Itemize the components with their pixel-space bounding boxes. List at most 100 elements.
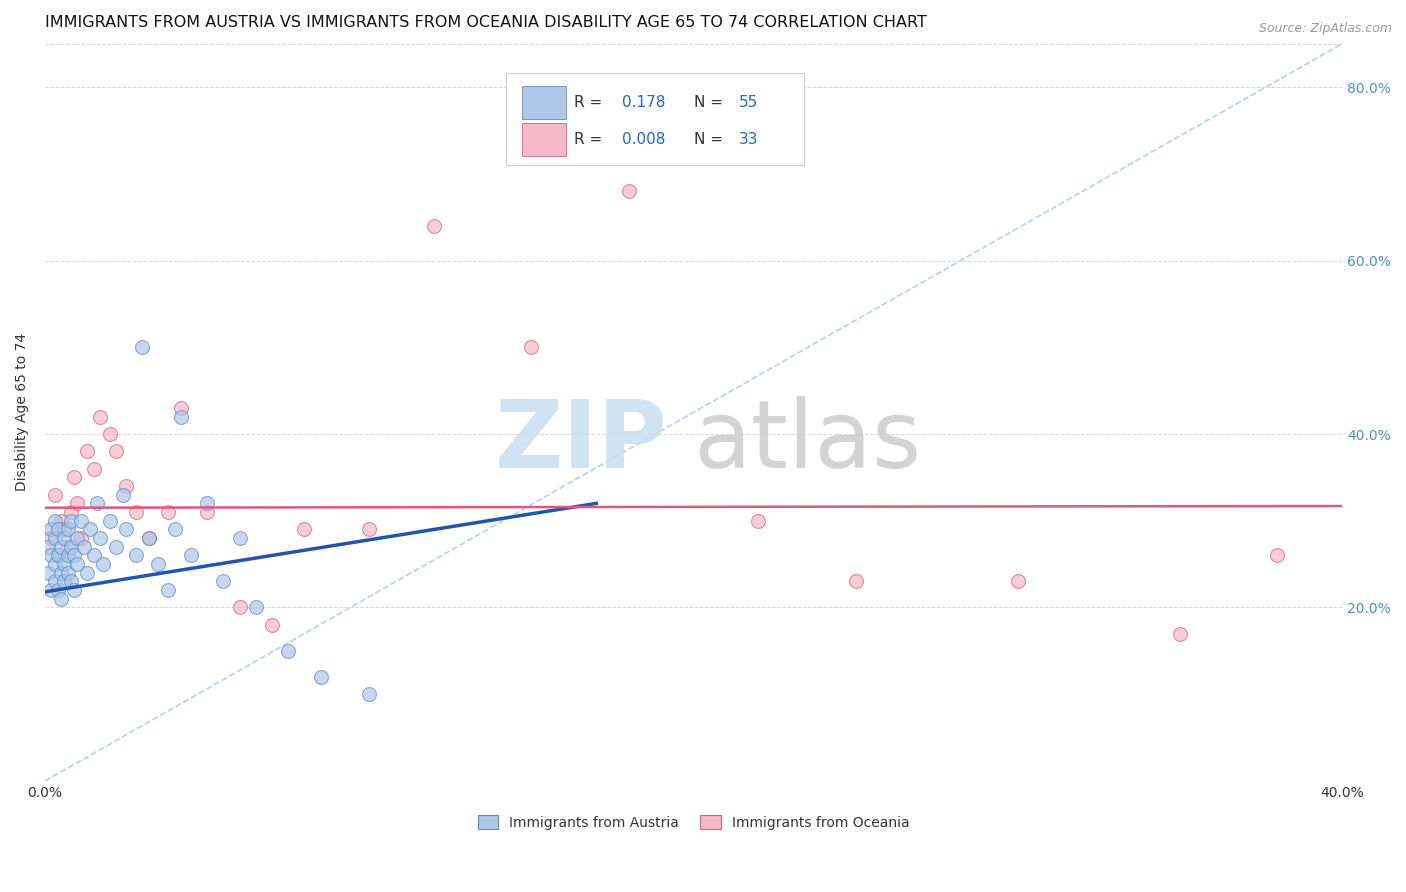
Point	[41, 531, 63, 545]
Point	[46, 549, 69, 563]
Point	[359, 687, 381, 701]
Point	[212, 574, 235, 589]
Point	[157, 505, 180, 519]
Point	[46, 523, 69, 537]
Point	[66, 531, 89, 545]
Point	[76, 566, 98, 580]
Point	[260, 617, 283, 632]
Point	[845, 574, 868, 589]
Point	[37, 540, 59, 554]
Point	[115, 523, 138, 537]
Point	[79, 523, 101, 537]
Point	[76, 444, 98, 458]
Point	[98, 514, 121, 528]
Point	[44, 488, 66, 502]
Text: R =: R =	[574, 132, 607, 147]
Text: 0.008: 0.008	[623, 132, 665, 147]
Point	[53, 523, 76, 537]
Point	[131, 340, 153, 354]
Point	[41, 523, 63, 537]
Point	[51, 514, 73, 528]
Point	[83, 461, 105, 475]
Point	[44, 514, 66, 528]
Text: atlas: atlas	[693, 396, 922, 488]
Point	[89, 409, 111, 424]
Point	[148, 557, 170, 571]
FancyBboxPatch shape	[523, 87, 567, 119]
Point	[245, 600, 267, 615]
Point	[63, 549, 86, 563]
Y-axis label: Disability Age 65 to 74: Disability Age 65 to 74	[15, 334, 30, 491]
Point	[59, 574, 82, 589]
Point	[56, 523, 79, 537]
FancyBboxPatch shape	[523, 123, 567, 156]
Point	[105, 540, 128, 554]
Point	[41, 583, 63, 598]
Point	[138, 531, 160, 545]
Point	[86, 496, 108, 510]
Point	[69, 531, 91, 545]
FancyBboxPatch shape	[506, 73, 804, 165]
Point	[46, 583, 69, 598]
Text: R =: R =	[574, 95, 607, 110]
Text: 0.178: 0.178	[623, 95, 665, 110]
Point	[51, 591, 73, 606]
Point	[56, 540, 79, 554]
Point	[111, 488, 134, 502]
Point	[44, 531, 66, 545]
Text: N =: N =	[693, 95, 727, 110]
Point	[37, 566, 59, 580]
Point	[66, 496, 89, 510]
Point	[1267, 549, 1289, 563]
Point	[163, 523, 186, 537]
Point	[66, 557, 89, 571]
Point	[170, 401, 193, 415]
Point	[93, 557, 115, 571]
Point	[157, 583, 180, 598]
Text: 33: 33	[740, 132, 758, 147]
Point	[46, 549, 69, 563]
Point	[228, 600, 250, 615]
Legend: Immigrants from Austria, Immigrants from Oceania: Immigrants from Austria, Immigrants from…	[471, 808, 917, 837]
Point	[59, 540, 82, 554]
Point	[115, 479, 138, 493]
Text: Source: ZipAtlas.com: Source: ZipAtlas.com	[1258, 22, 1392, 36]
Point	[170, 409, 193, 424]
Point	[69, 514, 91, 528]
Point	[41, 549, 63, 563]
Text: N =: N =	[693, 132, 727, 147]
Point	[105, 444, 128, 458]
Point	[73, 540, 96, 554]
Point	[51, 540, 73, 554]
Point	[63, 470, 86, 484]
Text: IMMIGRANTS FROM AUSTRIA VS IMMIGRANTS FROM OCEANIA DISABILITY AGE 65 TO 74 CORRE: IMMIGRANTS FROM AUSTRIA VS IMMIGRANTS FR…	[45, 15, 927, 30]
Point	[63, 583, 86, 598]
Point	[180, 549, 202, 563]
Point	[747, 514, 769, 528]
Text: 55: 55	[740, 95, 758, 110]
Point	[59, 505, 82, 519]
Text: ZIP: ZIP	[495, 396, 668, 488]
Point	[44, 557, 66, 571]
Point	[53, 531, 76, 545]
Point	[44, 574, 66, 589]
Point	[125, 549, 148, 563]
Point	[56, 566, 79, 580]
Point	[125, 505, 148, 519]
Point	[520, 340, 543, 354]
Point	[56, 549, 79, 563]
Point	[294, 523, 316, 537]
Point	[51, 566, 73, 580]
Point	[195, 496, 218, 510]
Point	[277, 644, 299, 658]
Point	[423, 219, 446, 233]
Point	[309, 670, 332, 684]
Point	[1168, 626, 1191, 640]
Point	[89, 531, 111, 545]
Point	[83, 549, 105, 563]
Point	[53, 557, 76, 571]
Point	[359, 523, 381, 537]
Point	[59, 514, 82, 528]
Point	[228, 531, 250, 545]
Point	[53, 574, 76, 589]
